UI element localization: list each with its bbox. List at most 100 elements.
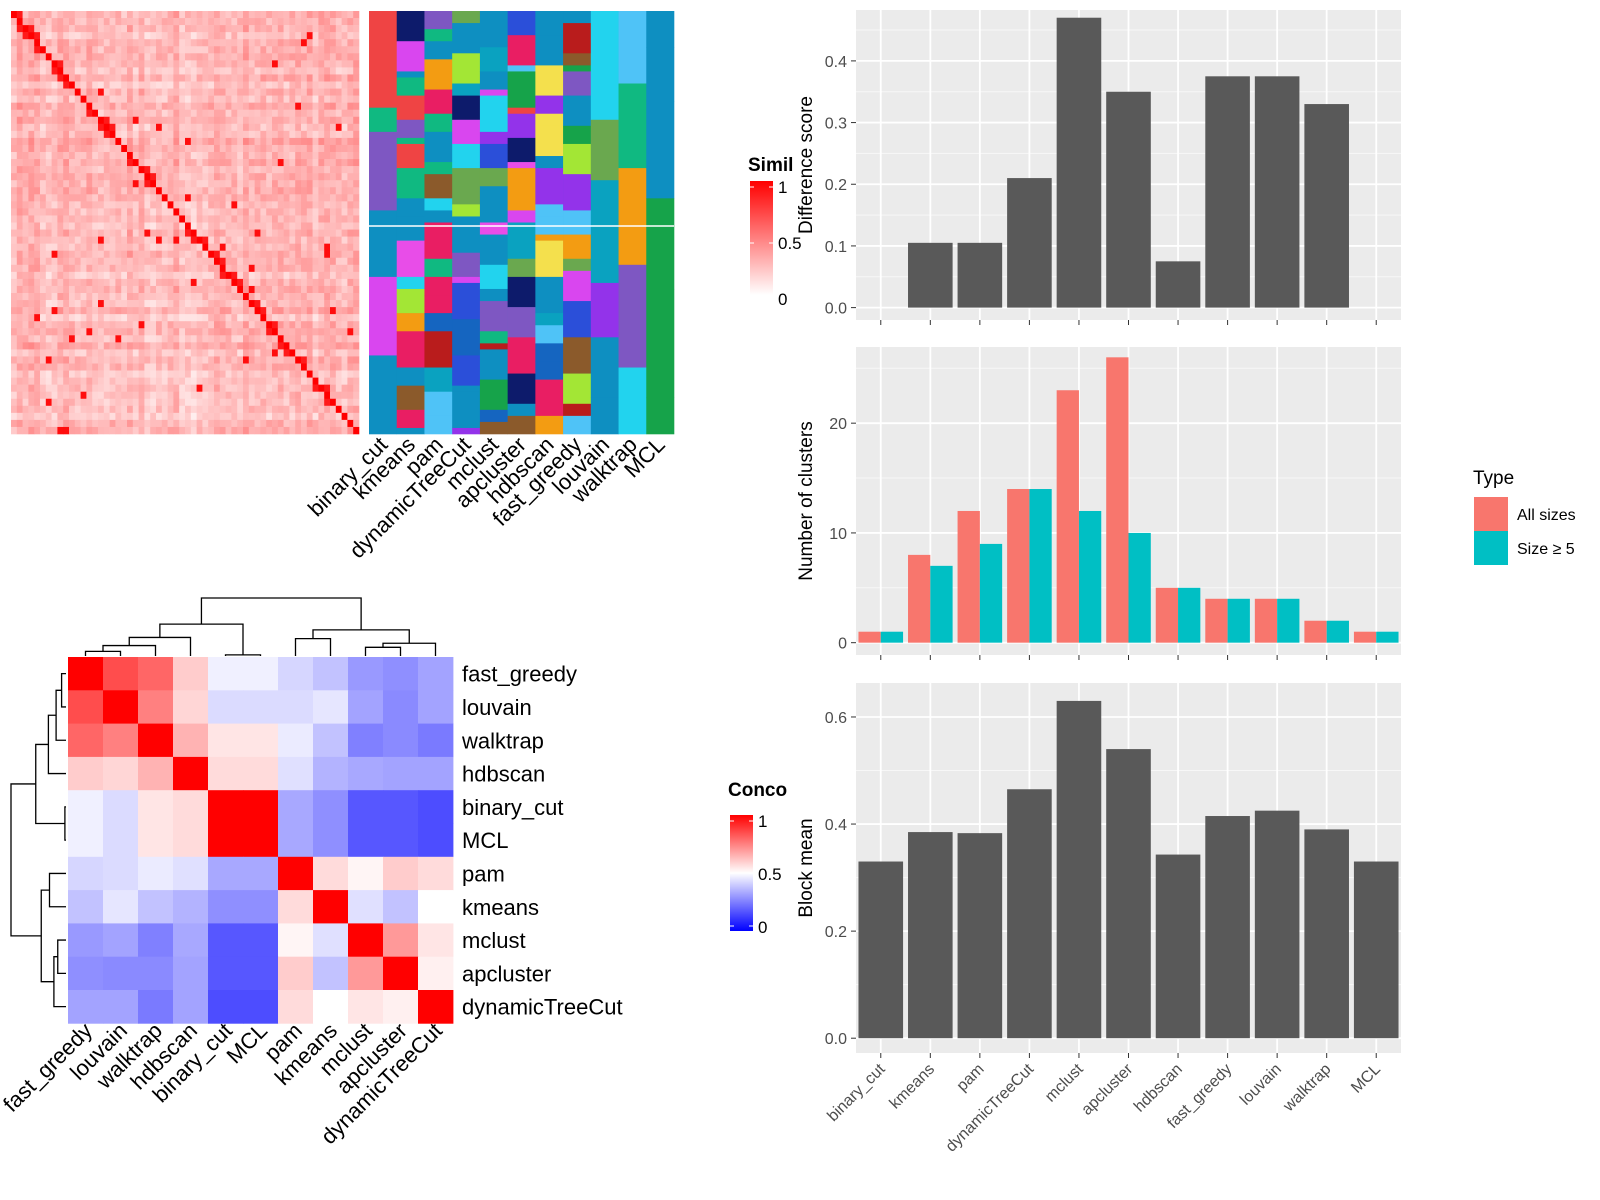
concordance-cell — [313, 690, 349, 724]
similarity-cell — [306, 384, 313, 392]
similarity-cell — [138, 398, 145, 407]
similarity-cell — [161, 18, 168, 26]
concordance-cell — [418, 890, 454, 924]
similarity-cell — [57, 300, 64, 308]
similarity-cell — [92, 412, 99, 421]
similarity-cell — [283, 123, 290, 132]
similarity-cell — [86, 180, 93, 188]
similarity-cell — [69, 229, 76, 237]
similarity-cell — [144, 88, 151, 96]
similarity-cell — [324, 271, 331, 280]
similarity-cell — [16, 222, 23, 230]
similarity-cell — [237, 328, 244, 336]
similarity-cell — [63, 18, 70, 26]
similarity-cell — [45, 349, 52, 357]
similarity-cell — [132, 377, 139, 385]
similarity-cell — [330, 229, 337, 237]
concordance-cell — [243, 923, 279, 958]
similarity-cell — [173, 32, 180, 40]
similarity-cell — [260, 335, 267, 343]
similarity-cell — [214, 95, 221, 103]
similarity-cell — [51, 335, 58, 343]
similarity-cell — [57, 208, 64, 216]
similarity-cell — [98, 278, 105, 287]
similarity-cell — [231, 356, 238, 364]
similarity-cell — [330, 398, 337, 407]
similarity-cell — [109, 222, 116, 230]
similarity-cell — [347, 32, 354, 40]
similarity-cell — [80, 405, 87, 414]
similarity-cell — [272, 250, 279, 259]
similarity-cell — [86, 173, 93, 181]
similarity-cell — [115, 257, 122, 266]
similarity-cell — [254, 264, 261, 273]
similarity-cell — [243, 293, 250, 301]
similarity-cell — [202, 187, 209, 195]
similarity-cell — [138, 18, 145, 26]
similarity-cell — [347, 363, 354, 371]
membership-block — [507, 71, 536, 108]
similarity-cell — [243, 116, 250, 125]
similarity-cell — [324, 180, 331, 188]
similarity-cell — [51, 102, 58, 110]
similarity-cell — [127, 370, 134, 378]
similarity-cell — [335, 419, 342, 428]
concordance-cell — [418, 856, 454, 891]
similarity-cell — [190, 187, 197, 195]
similarity-cell — [138, 278, 145, 287]
membership-block — [618, 11, 647, 84]
similarity-cell — [324, 46, 331, 54]
similarity-cell — [214, 412, 221, 421]
similarity-cell — [69, 419, 76, 428]
similarity-cell — [312, 18, 319, 26]
similarity-cell — [289, 391, 296, 400]
similarity-cell — [109, 328, 116, 336]
similarity-cell — [219, 67, 226, 75]
similarity-cell — [254, 356, 261, 364]
similarity-cell — [51, 67, 58, 75]
similarity-cell — [98, 88, 105, 96]
membership-block — [396, 198, 425, 217]
similarity-cell — [324, 278, 331, 287]
similarity-cell — [260, 236, 267, 244]
similarity-cell — [283, 152, 290, 160]
similarity-cell — [283, 257, 290, 266]
similarity-cell — [277, 102, 284, 110]
similarity-cell — [132, 60, 139, 68]
similarity-cell — [144, 166, 151, 174]
similarity-cell — [63, 328, 70, 336]
similarity-cell — [272, 356, 279, 364]
similarity-cell — [74, 25, 81, 33]
similarity-cell — [40, 39, 47, 47]
similarity-cell — [260, 123, 267, 132]
similarity-cell — [150, 25, 157, 33]
similarity-cell — [28, 208, 35, 216]
similarity-cell — [185, 60, 192, 68]
similarity-cell — [92, 166, 99, 174]
similarity-cell — [16, 53, 23, 61]
similarity-cell — [103, 11, 110, 19]
similarity-cell — [260, 342, 267, 350]
similarity-cell — [324, 144, 331, 153]
similarity-cell — [115, 377, 122, 385]
membership-block — [535, 379, 564, 417]
similarity-cell — [202, 25, 209, 33]
similarity-cell — [330, 187, 337, 195]
similarity-cell — [63, 88, 70, 96]
similarity-cell — [138, 222, 145, 230]
similarity-cell — [34, 243, 41, 251]
concordance-cell — [418, 923, 454, 958]
membership-block — [535, 125, 564, 157]
similarity-cell — [173, 159, 180, 167]
similarity-cell — [144, 293, 151, 301]
similarity-cell — [115, 88, 122, 96]
similarity-cell — [16, 144, 23, 153]
similarity-cell — [22, 328, 29, 336]
bar-all-sizes-hdbscan — [1155, 587, 1179, 643]
membership-block — [424, 331, 453, 368]
concordance-cell — [383, 657, 419, 691]
similarity-cell — [330, 271, 337, 280]
similarity-cell — [16, 384, 23, 392]
similarity-cell — [40, 377, 47, 385]
similarity-cell — [80, 152, 87, 160]
